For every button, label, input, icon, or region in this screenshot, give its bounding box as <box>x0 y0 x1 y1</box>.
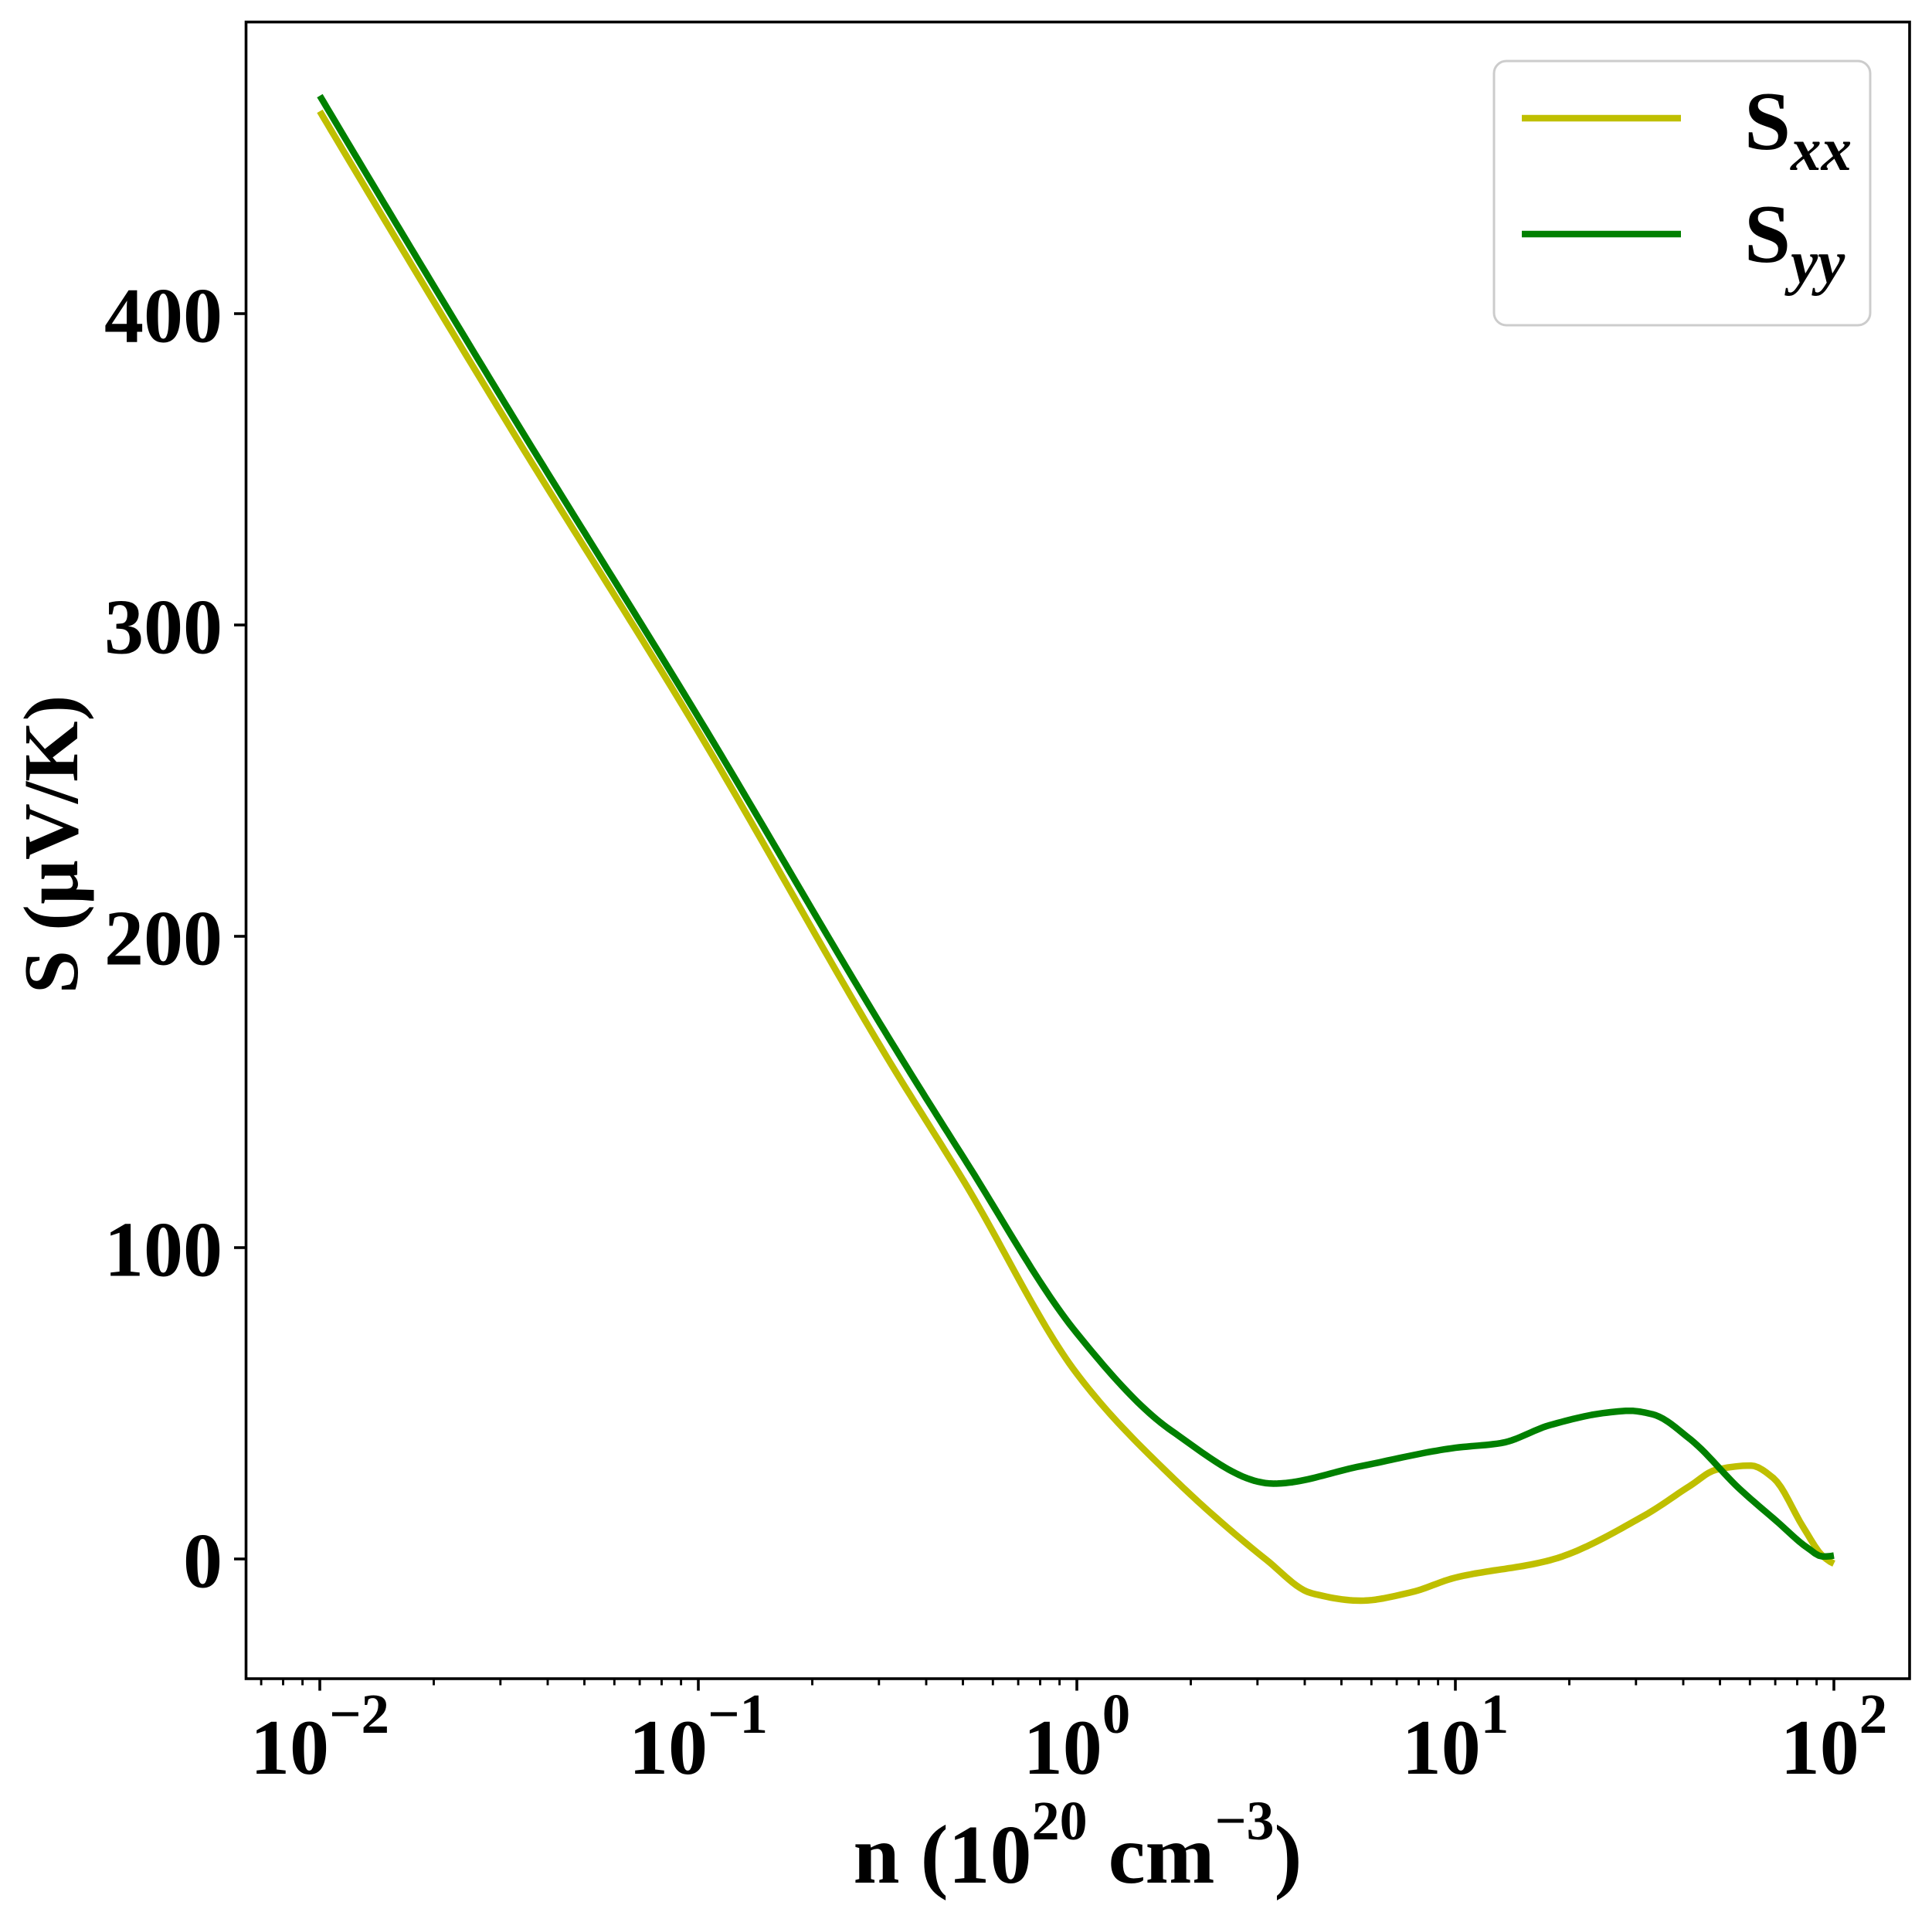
svg-text:200: 200 <box>104 895 222 983</box>
svg-text:0: 0 <box>183 1518 222 1605</box>
svg-text:100: 100 <box>104 1207 222 1294</box>
svg-text:S (µV/K): S (µV/K) <box>8 695 94 993</box>
svg-text:400: 400 <box>104 273 222 360</box>
svg-text:300: 300 <box>104 584 222 671</box>
